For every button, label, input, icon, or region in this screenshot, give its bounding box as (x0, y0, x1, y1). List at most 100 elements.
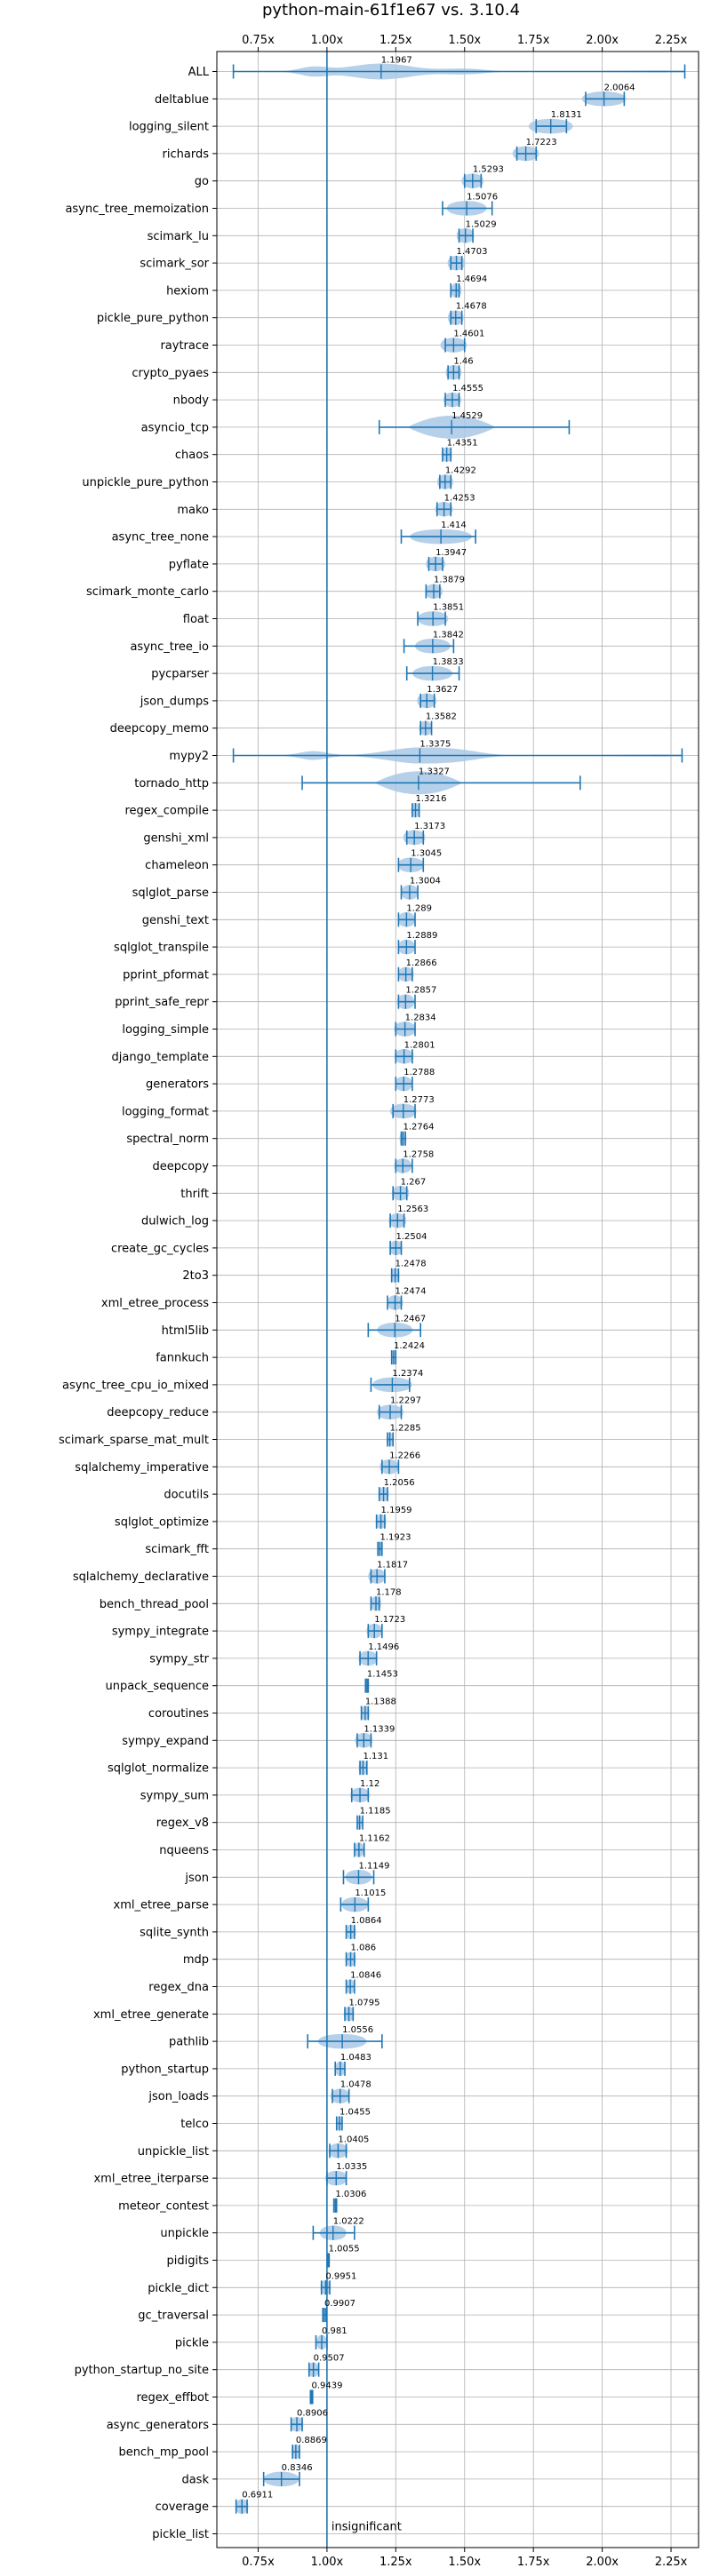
chart-title: python-main-61f1e67 vs. 3.10.4 (262, 1, 520, 20)
value-label: 1.0556 (342, 2025, 373, 2035)
value-label: 1.8131 (551, 110, 582, 120)
benchmark-label: telco (180, 2118, 209, 2131)
benchmark-label: pickle (175, 2336, 209, 2349)
benchmark-label: unpickle_list (138, 2145, 209, 2159)
benchmark-label: json (184, 1872, 209, 1885)
benchmark-label: sqlglot_normalize (108, 1762, 209, 1776)
value-label: 1.2857 (405, 986, 436, 996)
value-label: 1.3173 (414, 822, 445, 831)
benchmark-label: fannkuch (156, 1352, 209, 1365)
benchmark-label: genshi_text (142, 914, 209, 927)
benchmark-label: regex_dna (148, 1981, 209, 1994)
value-label: 2.0064 (604, 83, 635, 92)
value-label: 1.2801 (404, 1040, 435, 1050)
value-label: 1.2758 (403, 1150, 434, 1160)
violin-layer (232, 52, 686, 2548)
value-label: 1.086 (351, 1944, 377, 1953)
benchmark-label: logging_simple (122, 1023, 209, 1037)
value-label: 1.5293 (473, 165, 504, 175)
value-label: 1.0405 (338, 2135, 369, 2144)
value-label: 1.3582 (426, 712, 457, 722)
benchmark-label: create_gc_cycles (111, 1242, 209, 1255)
value-label: 1.4601 (453, 330, 484, 339)
plot-frame (216, 51, 699, 2548)
benchmark-label: dask (181, 2473, 209, 2486)
value-label: 0.981 (322, 2326, 348, 2336)
benchmark-label: xml_etree_process (101, 1297, 209, 1310)
value-label: 0.9439 (312, 2381, 343, 2391)
benchmark-label: async_tree_io (130, 640, 209, 654)
value-label: 1.1959 (381, 1506, 412, 1515)
value-label: 1.0055 (329, 2245, 360, 2254)
value-label: 1.2504 (395, 1232, 427, 1242)
value-label: 1.5076 (467, 193, 498, 203)
benchmark-label: logging_silent (129, 121, 209, 134)
x-tick-label-top: 1.00x (311, 34, 344, 47)
benchmark-label: dulwich_log (141, 1215, 209, 1228)
value-label: 1.1339 (363, 1724, 395, 1734)
benchmark-label: richards (163, 147, 210, 161)
benchmark-label: unpickle (160, 2227, 209, 2240)
benchmark-label: spectral_norm (126, 1133, 209, 1146)
value-label: 1.2764 (403, 1123, 434, 1133)
benchmark-label: sympy_expand (122, 1735, 209, 1748)
value-label: 1.3327 (419, 767, 450, 776)
value-label: 1.4253 (444, 493, 475, 503)
value-label: 1.414 (441, 521, 467, 530)
benchmark-label: sqlglot_transpile (114, 942, 209, 955)
value-label: 1.2773 (403, 1095, 435, 1105)
benchmark-label: pprint_safe_repr (115, 996, 209, 1009)
benchmark-label: ALL (188, 66, 210, 79)
value-label: 1.1723 (374, 1615, 405, 1625)
benchmark-label: json_loads (148, 2090, 209, 2103)
benchmark-label: deepcopy (152, 1160, 209, 1173)
value-label: 1.3842 (433, 630, 464, 640)
value-label: 1.3947 (435, 548, 467, 558)
benchmark-label: bench_mp_pool (118, 2446, 209, 2460)
benchmark-label: pidigits (167, 2254, 210, 2268)
value-label: 1.0864 (351, 1916, 382, 1926)
benchmark-label: python_startup_no_site (75, 2364, 209, 2377)
value-label: 1.0222 (333, 2217, 364, 2227)
benchmark-label: sqlalchemy_declarative (73, 1570, 209, 1584)
benchmark-label: deepcopy_memo (110, 722, 209, 735)
value-label: 1.2467 (395, 1314, 426, 1324)
benchmark-label: django_template (112, 1051, 209, 1064)
value-label: 1.1496 (368, 1642, 399, 1652)
value-label: 1.2889 (406, 931, 437, 941)
x-tick-label-bottom: 1.25x (379, 2556, 412, 2569)
benchmark-label: deltablue (155, 93, 209, 107)
benchmark-label: async_tree_cpu_io_mixed (62, 1379, 209, 1392)
benchmark-label: asyncio_tcp (141, 421, 209, 434)
value-label: 0.9907 (324, 2299, 356, 2309)
value-label: 1.2834 (405, 1014, 436, 1023)
value-label: 1.4678 (456, 302, 487, 312)
x-tick-label-top: 1.75x (517, 34, 550, 47)
benchmark-label: html5lib (162, 1324, 209, 1338)
value-label: 1.2563 (397, 1205, 428, 1214)
benchmark-label: 2to3 (182, 1269, 209, 1283)
benchmark-label: sqlalchemy_imperative (75, 1461, 209, 1475)
benchmark-label: hexiom (166, 284, 209, 298)
value-label: 1.178 (376, 1587, 402, 1597)
value-label: 1.2374 (392, 1369, 423, 1379)
benchmark-label: go (195, 175, 209, 188)
x-tick-label-bottom: 1.75x (517, 2556, 550, 2569)
benchmark-label: coroutines (148, 1707, 209, 1721)
value-label: 1.0306 (335, 2190, 366, 2199)
value-label: 1.2478 (395, 1260, 427, 1269)
axis-layer: 0.75x 0.75x 1.00x 1.00x 1.25x 1.25x 1.50x 1.50x… (59, 34, 688, 2569)
value-label: 1.3045 (411, 849, 442, 859)
benchmark-label: thrift (180, 1188, 209, 1201)
benchmark-label: sqlite_synth (140, 1926, 209, 1939)
value-label: 1.267 (401, 1177, 427, 1187)
value-label: 1.4351 (447, 439, 478, 449)
benchmark-label: unpickle_pure_python (82, 476, 209, 489)
value-label: 1.4555 (452, 384, 483, 394)
benchmark-label: genshi_xml (143, 831, 209, 845)
x-tick-label-bottom: 1.00x (311, 2556, 344, 2569)
value-label: 1.2056 (384, 1478, 415, 1488)
x-tick-label-bottom: 2.25x (655, 2556, 688, 2569)
benchmark-label: sympy_str (149, 1652, 209, 1666)
